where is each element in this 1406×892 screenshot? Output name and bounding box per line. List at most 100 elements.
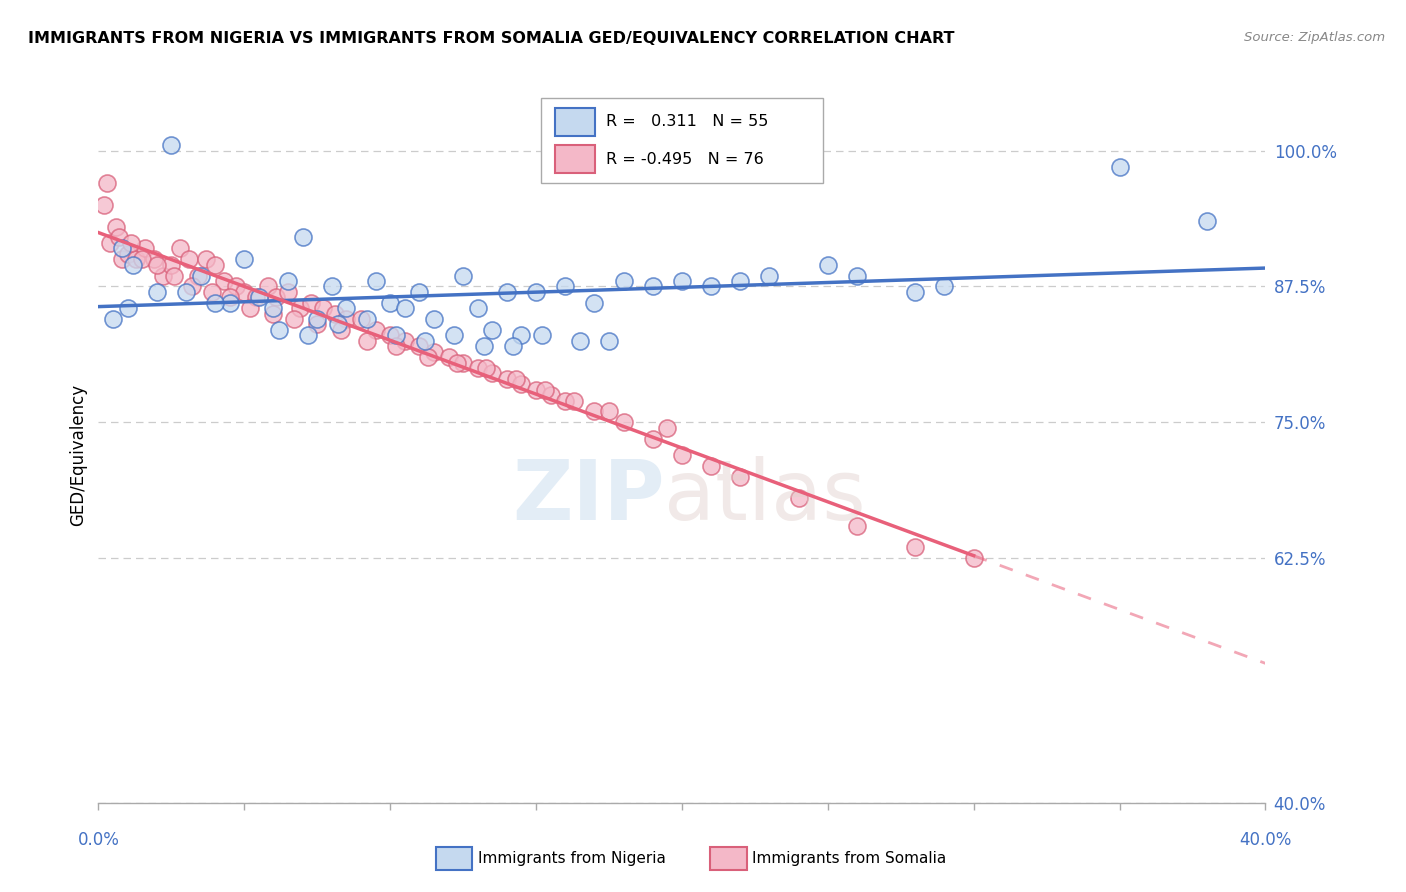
- Point: [195, 252, 218, 267]
- Point: [472, 339, 495, 353]
- Point: [233, 285, 256, 299]
- Point: [423, 312, 446, 326]
- Point: [846, 268, 869, 283]
- Point: [277, 285, 299, 299]
- Point: [169, 241, 191, 255]
- Point: [152, 268, 174, 283]
- Point: [93, 198, 115, 212]
- Point: [269, 323, 291, 337]
- Point: [385, 339, 408, 353]
- Point: [533, 383, 555, 397]
- Point: [204, 295, 226, 310]
- Point: [787, 491, 810, 506]
- Point: [177, 252, 200, 267]
- Point: [510, 328, 533, 343]
- Point: [120, 235, 142, 250]
- Point: [904, 541, 927, 555]
- Point: [245, 290, 267, 304]
- Point: [335, 312, 357, 326]
- Point: [758, 268, 780, 283]
- Point: [125, 252, 148, 267]
- Text: atlas: atlas: [665, 456, 866, 537]
- Point: [108, 230, 131, 244]
- Point: [146, 258, 169, 272]
- Point: [598, 404, 620, 418]
- Text: Immigrants from Somalia: Immigrants from Somalia: [752, 851, 946, 865]
- Point: [380, 295, 402, 310]
- Point: [233, 252, 256, 267]
- Point: [443, 328, 465, 343]
- Point: [307, 318, 329, 332]
- Point: [174, 285, 197, 299]
- Point: [307, 312, 329, 326]
- Point: [657, 421, 679, 435]
- Point: [408, 285, 430, 299]
- Point: [190, 268, 212, 283]
- Point: [263, 301, 285, 315]
- Point: [583, 404, 606, 418]
- Point: [291, 230, 314, 244]
- Text: Source: ZipAtlas.com: Source: ZipAtlas.com: [1244, 31, 1385, 45]
- Point: [163, 268, 186, 283]
- Point: [530, 328, 553, 343]
- Point: [613, 415, 636, 429]
- Point: [218, 295, 240, 310]
- Point: [730, 469, 752, 483]
- Point: [562, 393, 585, 408]
- Point: [299, 295, 322, 310]
- Point: [239, 301, 262, 315]
- Point: [934, 279, 956, 293]
- Point: [247, 290, 270, 304]
- Point: [225, 279, 247, 293]
- Point: [613, 274, 636, 288]
- Point: [554, 279, 576, 293]
- Point: [329, 323, 352, 337]
- Point: [187, 268, 209, 283]
- Point: [356, 334, 378, 348]
- Point: [583, 295, 606, 310]
- Point: [496, 372, 519, 386]
- Point: [524, 285, 547, 299]
- Point: [364, 323, 387, 337]
- Point: [475, 360, 498, 375]
- Point: [364, 274, 387, 288]
- Point: [641, 432, 664, 446]
- Point: [437, 350, 460, 364]
- Point: [98, 235, 121, 250]
- Point: [540, 388, 562, 402]
- Point: [568, 334, 591, 348]
- Point: [505, 372, 527, 386]
- Text: R =   0.311   N = 55: R = 0.311 N = 55: [606, 114, 768, 129]
- Point: [160, 258, 183, 272]
- Point: [122, 258, 145, 272]
- Point: [201, 285, 224, 299]
- Point: [671, 274, 693, 288]
- Point: [111, 241, 134, 255]
- Point: [218, 290, 240, 304]
- Text: 40.0%: 40.0%: [1239, 831, 1292, 849]
- Point: [817, 258, 839, 272]
- Point: [413, 334, 436, 348]
- Point: [131, 252, 153, 267]
- Point: [962, 551, 984, 566]
- Point: [380, 328, 402, 343]
- Text: R = -0.495   N = 76: R = -0.495 N = 76: [606, 152, 763, 167]
- Point: [326, 318, 349, 332]
- Text: ZIP: ZIP: [512, 456, 665, 537]
- Point: [134, 241, 156, 255]
- Point: [96, 176, 118, 190]
- Y-axis label: GED/Equivalency: GED/Equivalency: [69, 384, 87, 526]
- Point: [671, 448, 693, 462]
- Point: [554, 393, 576, 408]
- Point: [212, 274, 235, 288]
- Point: [356, 312, 378, 326]
- Point: [502, 339, 524, 353]
- Point: [467, 301, 489, 315]
- Point: [700, 458, 723, 473]
- Point: [321, 279, 343, 293]
- Point: [481, 367, 503, 381]
- Text: IMMIGRANTS FROM NIGERIA VS IMMIGRANTS FROM SOMALIA GED/EQUIVALENCY CORRELATION C: IMMIGRANTS FROM NIGERIA VS IMMIGRANTS FR…: [28, 31, 955, 46]
- Point: [1108, 160, 1130, 174]
- Point: [524, 383, 547, 397]
- Point: [451, 355, 474, 369]
